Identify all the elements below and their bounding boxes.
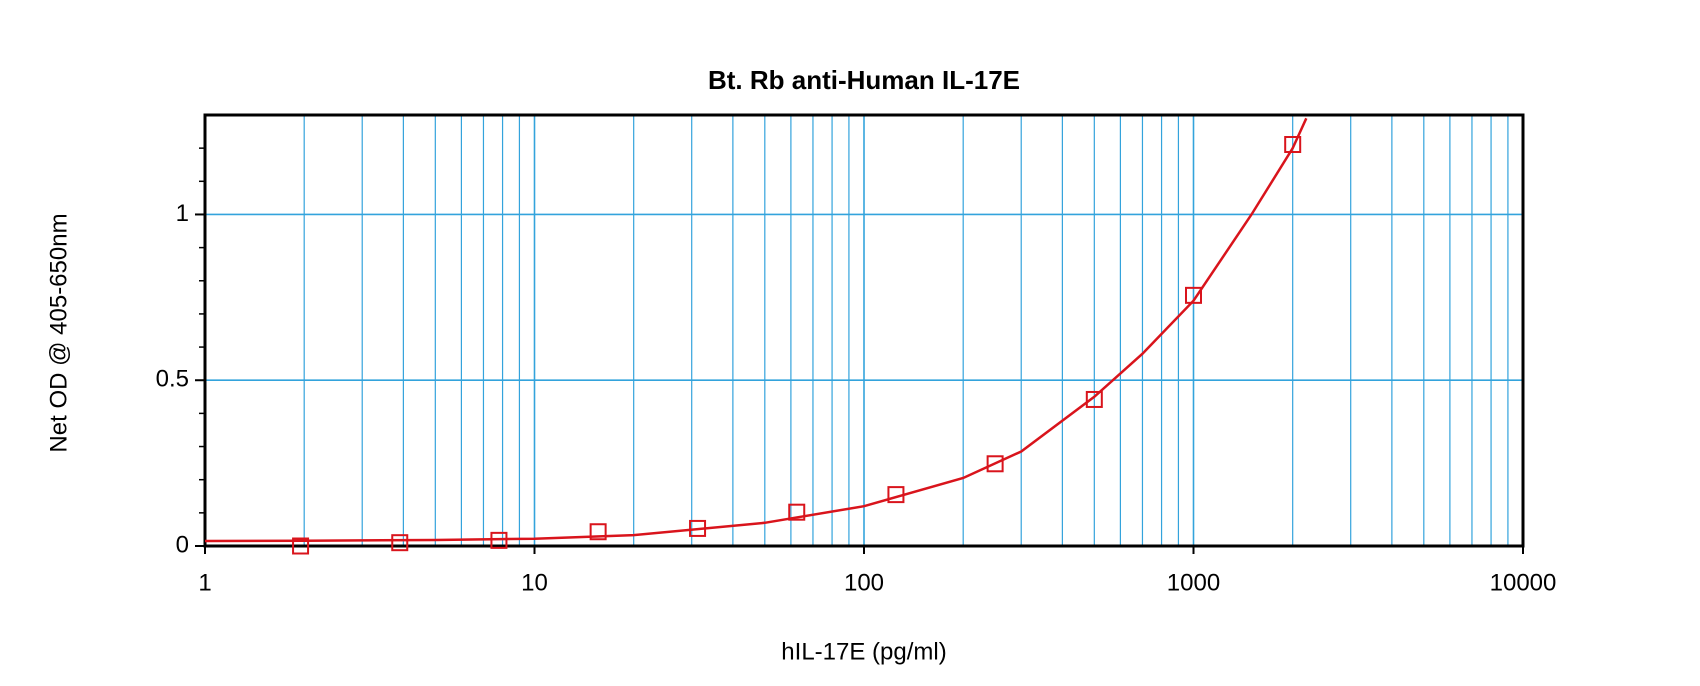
data-point [1284, 136, 1302, 154]
data-point [1185, 286, 1202, 304]
y-tick-label: 1 [176, 200, 189, 227]
x-tick-label: 10000 [1490, 569, 1557, 596]
data-point [887, 486, 905, 504]
x-axis-label: hIL-17E (pg/ml) [781, 638, 946, 665]
x-tick-label: 10 [521, 569, 548, 596]
y-tick-label: 0.5 [156, 366, 189, 393]
y-tick-label: 0 [176, 531, 189, 558]
x-tick-label: 1 [198, 569, 211, 596]
fit-curve [204, 117, 1308, 543]
x-tick-label: 1000 [1167, 569, 1220, 596]
chart-title: Bt. Rb anti-Human IL-17E [708, 65, 1020, 95]
data-point [986, 455, 1004, 473]
data-point [391, 534, 409, 552]
data-point [589, 523, 607, 541]
plot-frame [203, 113, 1525, 548]
data-point [1085, 390, 1103, 408]
data-point [490, 531, 508, 549]
data-point [292, 537, 310, 555]
x-tick-label: 100 [844, 569, 884, 596]
data-point [788, 503, 806, 521]
y-axis-label: Net OD @ 405-650nm [45, 213, 72, 452]
data-point [689, 519, 707, 537]
